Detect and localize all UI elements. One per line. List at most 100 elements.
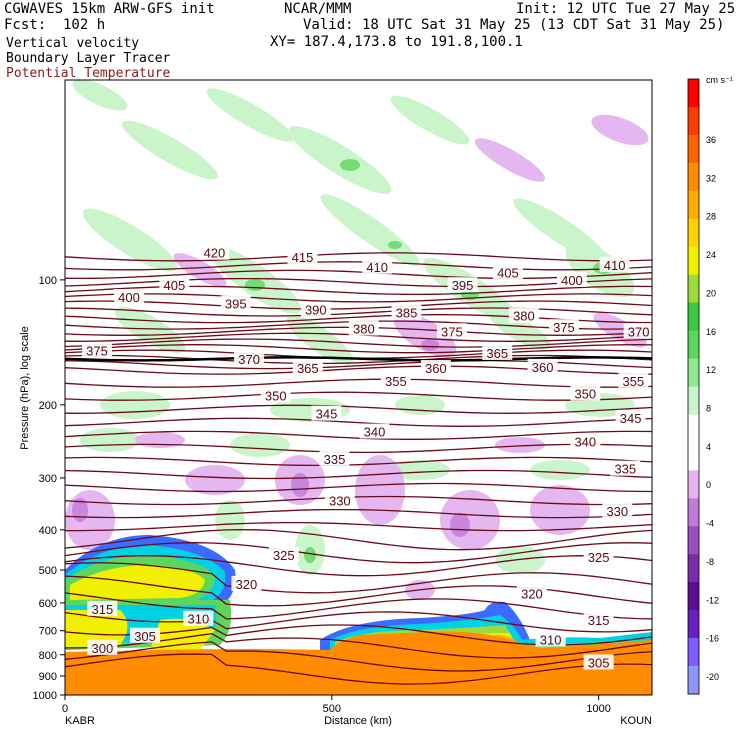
colorbar-swatch xyxy=(688,79,699,108)
y-tick-label: 100 xyxy=(39,275,57,287)
theta-label: 335 xyxy=(610,460,641,477)
y-tick-label: 900 xyxy=(39,671,57,683)
plot-area: 420 415 410 410 405 405 400 400 395 395 390 385 380 3… xyxy=(65,80,652,695)
theta-label: 310 xyxy=(535,631,566,647)
theta-contour xyxy=(65,417,652,427)
theta-label: 395 xyxy=(220,295,251,311)
theta-label-text: 330 xyxy=(329,494,351,509)
plot-frame xyxy=(64,79,653,696)
colorbar-label: -20 xyxy=(706,672,719,682)
theta-label-bg xyxy=(260,387,291,403)
theta-label-text: 350 xyxy=(265,389,287,404)
theta-label-text: 375 xyxy=(553,320,575,335)
theta-label-bg xyxy=(447,277,478,293)
theta-contour xyxy=(65,562,652,594)
colorbar-swatch xyxy=(688,386,699,415)
xy-range: XY= 187.4,173.8 to 191.8,100.1 xyxy=(270,34,523,50)
theta-contour xyxy=(65,252,652,262)
theta-label-text: 335 xyxy=(324,452,346,467)
theta-label-bg xyxy=(220,295,251,311)
theta-contour xyxy=(65,542,652,564)
theta-label-text: 335 xyxy=(614,462,636,477)
colorbar-label: 12 xyxy=(706,365,716,375)
colorbar-swatch xyxy=(688,666,699,695)
init-time: Init: 12 UTC Tue 27 May 25 xyxy=(516,1,736,17)
colorbar-label: -16 xyxy=(706,634,719,644)
theta-label-bg xyxy=(482,344,513,360)
theta-label: 400 xyxy=(114,289,145,305)
theta-contour xyxy=(65,529,652,551)
theta-contour xyxy=(65,338,652,348)
colorbar-swatch xyxy=(688,582,699,611)
theta-contour xyxy=(65,521,652,532)
theta-label-bg xyxy=(615,409,646,425)
theta-label: 400 xyxy=(556,271,587,288)
theta-label: 350 xyxy=(260,387,291,404)
theta-label-text: 320 xyxy=(236,577,258,592)
theta-label-text: 375 xyxy=(86,344,108,359)
colorbar-swatch xyxy=(688,638,699,667)
theta-contour xyxy=(65,469,652,480)
colorbar-swatch xyxy=(688,134,699,164)
theta-contour xyxy=(65,482,652,493)
colorbar-swatch xyxy=(688,302,699,332)
theta-label-bg xyxy=(516,585,547,601)
theta-label-text: 420 xyxy=(204,246,226,261)
theta-label-bg xyxy=(87,600,118,616)
theta-label-bg xyxy=(130,627,161,643)
theta-label-text: 410 xyxy=(366,260,388,275)
theta-label: 405 xyxy=(492,264,523,281)
theta-label-bg xyxy=(618,372,649,388)
theta-label-text: 320 xyxy=(521,587,543,602)
theta-label-text: 385 xyxy=(396,306,418,321)
theta-contour xyxy=(65,633,652,659)
theta-label-text: 310 xyxy=(540,632,562,647)
colorbar-swatch xyxy=(688,274,699,304)
theta-label: 380 xyxy=(508,307,539,324)
theta-label-bg xyxy=(420,359,451,375)
theta-label-text: 370 xyxy=(628,324,650,339)
potential-temperature-labels: 420 415 410 410 405 405 400 400 395 395 390 385 380 3… xyxy=(82,244,652,670)
theta-label: 380 xyxy=(348,320,379,337)
y-tick-label: 800 xyxy=(39,650,57,662)
tropopause-contour xyxy=(65,356,652,362)
theta-label-bg xyxy=(535,631,566,647)
theta-label-text: 355 xyxy=(622,374,644,389)
theta-label-bg xyxy=(183,610,214,626)
theta-label: 335 xyxy=(319,450,350,467)
colorbar-swatch xyxy=(688,470,699,499)
theta-contour xyxy=(65,307,652,317)
theta-contour xyxy=(65,495,652,506)
theta-label-bg xyxy=(292,359,323,375)
colorbar-swatch xyxy=(688,106,699,136)
x-axis-label: Distance (km) xyxy=(324,715,392,727)
theta-contour xyxy=(65,508,652,519)
colorbar-swatch xyxy=(688,190,699,220)
theta-label-bg xyxy=(159,277,190,293)
theta-label-bg xyxy=(610,460,641,476)
theta-label-text: 400 xyxy=(561,273,583,288)
colorbar-swatch xyxy=(688,554,699,583)
theta-label-text: 350 xyxy=(574,387,596,402)
theta-label-bg xyxy=(268,547,299,563)
y-tick-label: 1000 xyxy=(33,690,57,702)
colorbar-swatch xyxy=(688,162,699,192)
theta-label: 375 xyxy=(82,342,113,359)
theta-contour xyxy=(65,611,652,633)
y-axis-label: Pressure (hPa), log scale xyxy=(19,326,31,450)
theta-label-bg xyxy=(391,304,422,320)
theta-label: 340 xyxy=(570,433,601,449)
theta-label: 415 xyxy=(287,248,318,265)
theta-contour xyxy=(65,300,652,310)
theta-contour xyxy=(65,269,652,280)
y-tick-label: 300 xyxy=(39,473,57,485)
theta-label-text: 305 xyxy=(134,629,156,644)
theta-label-text: 325 xyxy=(588,550,610,565)
theta-label: 320 xyxy=(231,575,262,592)
colorbar-label: 0 xyxy=(706,480,711,490)
theta-label-bg xyxy=(570,433,601,449)
theta-label: 370 xyxy=(623,323,652,339)
theta-label: 395 xyxy=(447,277,478,293)
theta-label-bg xyxy=(231,575,262,591)
theta-label-text: 300 xyxy=(92,641,114,656)
